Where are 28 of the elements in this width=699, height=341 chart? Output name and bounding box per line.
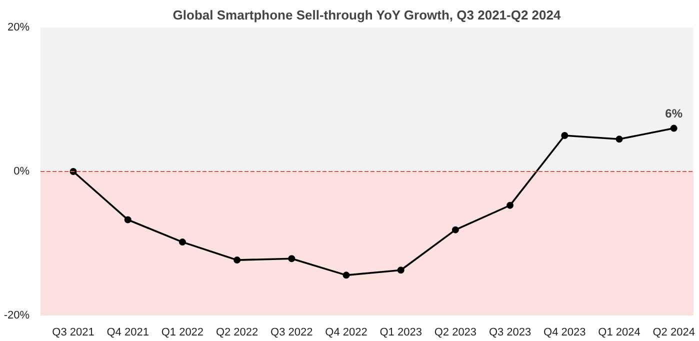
x-tick-label: Q2 2024: [652, 326, 695, 338]
point: [342, 272, 350, 279]
y-tick-label: 20%: [7, 22, 30, 34]
x-tick-label: Q2 2023: [434, 326, 477, 338]
x-tick-label: Q4 2022: [325, 326, 368, 338]
point: [397, 266, 404, 274]
y-tick-label: -20%: [4, 310, 30, 322]
point: [178, 238, 186, 246]
x-tick-label: Q2 2022: [216, 326, 258, 338]
point: [288, 255, 296, 262]
x-tick-label: Q4 2023: [544, 326, 586, 338]
x-tick-label: Q4 2021: [106, 326, 149, 338]
point: [616, 136, 623, 143]
annotation: 6%: [665, 106, 683, 120]
y-tick-label: 0%: [14, 166, 30, 178]
x-tick-label: Q3 2021: [52, 326, 94, 338]
point: [124, 216, 132, 224]
point: [234, 256, 241, 264]
x-tick-label: Q3 2023: [488, 326, 532, 338]
chart-title: Global Smartphone Sell-through YoY Growth, Q3 2021-Q2 2024: [172, 8, 562, 22]
x-tick-label: Q1 2023: [380, 326, 422, 338]
point: [670, 124, 678, 132]
point: [452, 226, 459, 234]
x-tick-label: Q1 2024: [598, 326, 640, 338]
x-tick-label: Q1 2022: [161, 326, 204, 338]
x-tick-label: Q3 2022: [270, 326, 313, 338]
point: [506, 202, 514, 209]
point: [561, 132, 568, 139]
